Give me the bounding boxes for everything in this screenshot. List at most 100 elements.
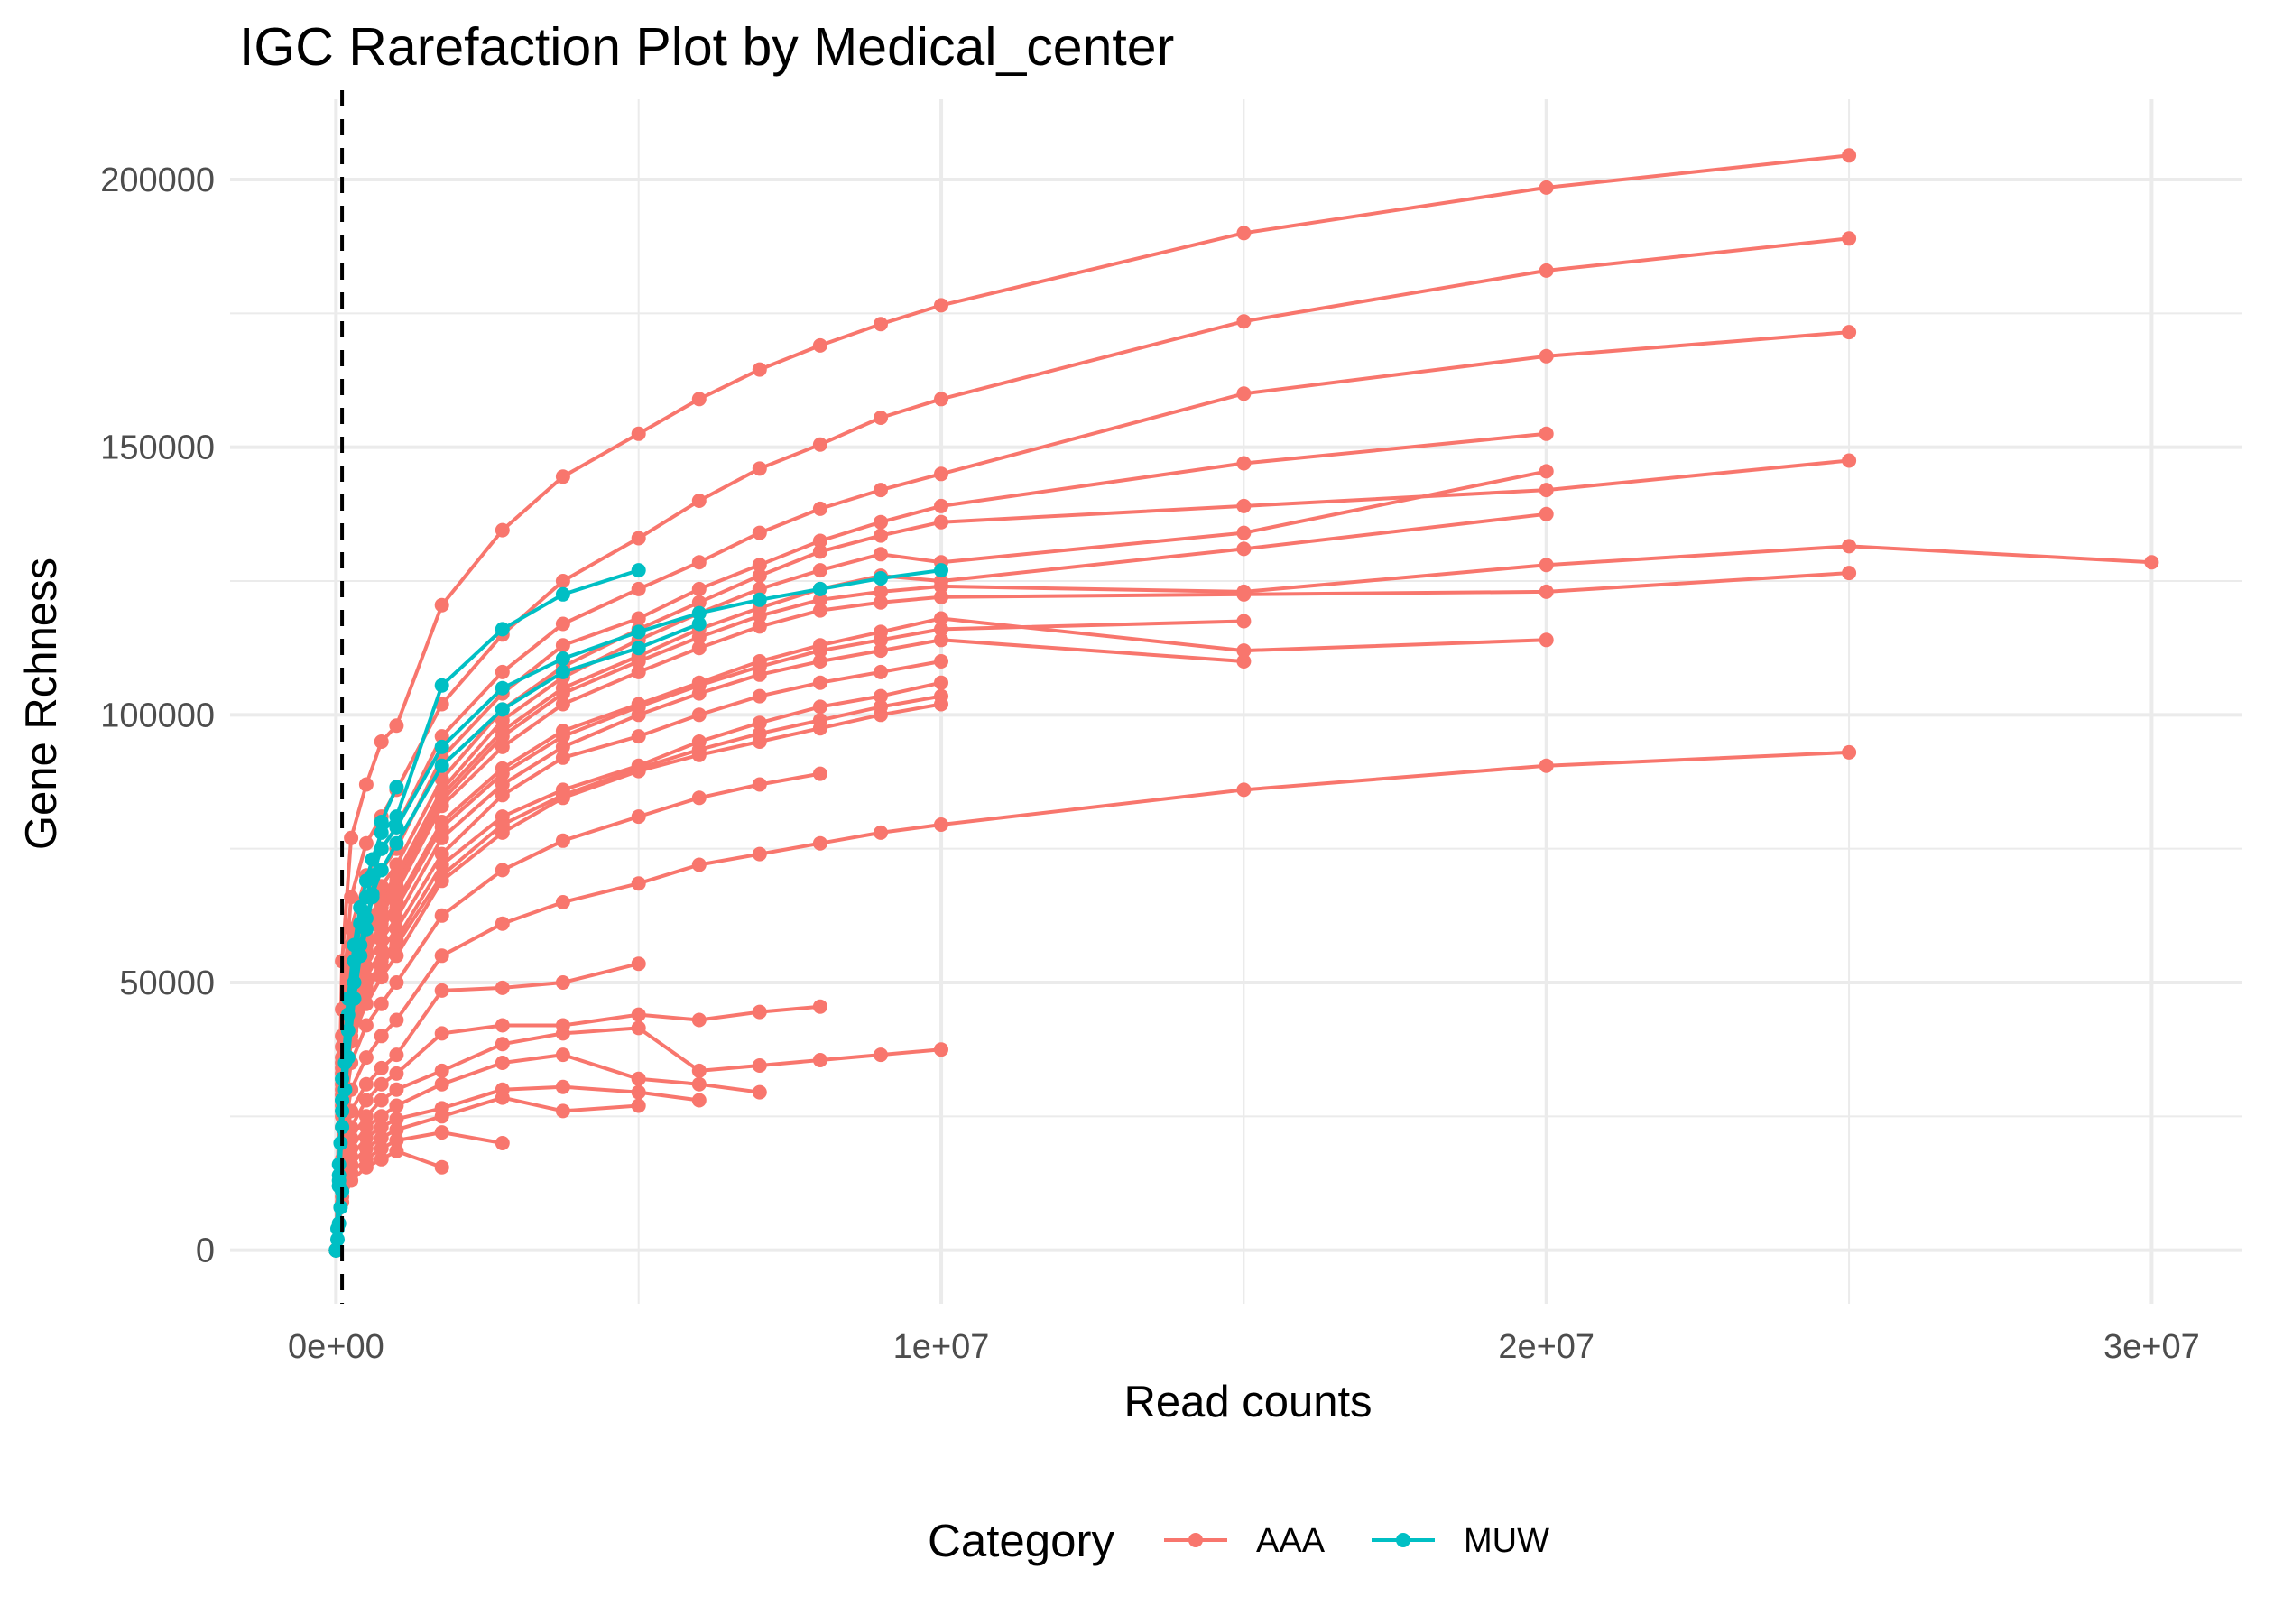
data-point (347, 991, 362, 1006)
series-line (334, 638, 1244, 1250)
data-point (555, 895, 570, 909)
data-point (495, 1090, 510, 1105)
data-point (631, 1084, 646, 1100)
data-point (752, 461, 767, 476)
x-axis-ticks: 0e+00 1e+07 2e+07 3e+07 (288, 1328, 2200, 1366)
data-point (495, 522, 510, 538)
data-point (812, 835, 827, 851)
data-point (555, 686, 570, 701)
data-point (812, 563, 827, 578)
data-point (691, 747, 707, 762)
data-point (752, 1004, 767, 1020)
legend: Category AAA MUW (928, 1515, 1549, 1566)
legend-label: MUW (1464, 1522, 1549, 1560)
data-point (555, 1026, 570, 1041)
data-point (752, 558, 767, 573)
data-point (1236, 498, 1252, 513)
data-point (874, 664, 888, 679)
data-point (874, 825, 888, 840)
data-point (389, 1082, 404, 1097)
data-point (812, 675, 827, 690)
data-point (374, 734, 389, 749)
data-point (434, 1026, 449, 1041)
data-point (1236, 226, 1252, 241)
data-point (358, 996, 374, 1011)
series-line (334, 236, 1850, 1250)
series-aaa (328, 148, 1857, 1258)
data-point (631, 729, 646, 744)
data-point (434, 758, 449, 773)
data-point (374, 1130, 389, 1146)
data-point (874, 547, 888, 562)
data-point (874, 528, 888, 543)
data-point (812, 603, 827, 618)
data-point (874, 483, 888, 498)
data-point (752, 1084, 767, 1100)
data-point (752, 592, 767, 607)
data-point (434, 908, 449, 923)
data-point (555, 1047, 570, 1063)
data-point (631, 809, 646, 825)
data-point (752, 1058, 767, 1073)
data-point (389, 975, 404, 990)
series-aaa (328, 453, 1857, 1258)
data-point (495, 777, 510, 792)
data-point (434, 1076, 449, 1092)
data-point (389, 1112, 404, 1127)
data-point (328, 1242, 344, 1258)
data-point (358, 777, 374, 792)
data-point (812, 643, 827, 659)
data-point (874, 584, 888, 599)
data-point (631, 664, 646, 679)
data-point (1539, 558, 1554, 573)
data-point (934, 1042, 948, 1057)
data-point (555, 574, 570, 588)
data-point (389, 1047, 404, 1063)
data-point (691, 1076, 707, 1092)
data-point (812, 654, 827, 669)
data-point (1539, 348, 1554, 364)
data-point (495, 739, 510, 754)
data-point (1539, 426, 1554, 441)
data-point (752, 581, 767, 596)
data-point (434, 739, 449, 754)
data-point (1539, 506, 1554, 521)
data-point (495, 729, 510, 744)
data-point (2144, 555, 2159, 570)
data-point (344, 830, 359, 845)
data-point (495, 766, 510, 781)
data-point (555, 729, 570, 744)
x-tick-label: 1e+07 (893, 1328, 990, 1366)
data-point (495, 664, 510, 679)
x-tick-label: 2e+07 (1498, 1328, 1595, 1366)
series-aaa (328, 697, 948, 1258)
data-point (389, 1066, 404, 1081)
data-point (495, 1056, 510, 1070)
y-tick-label: 50000 (119, 964, 215, 1002)
y-tick-label: 0 (196, 1232, 215, 1270)
data-point (555, 664, 570, 679)
data-point (495, 863, 510, 878)
data-point (495, 1037, 510, 1052)
series-muw (328, 1184, 350, 1258)
data-point (495, 713, 510, 728)
y-axis-ticks: 0 50000 100000 150000 200000 (100, 161, 215, 1270)
data-point (389, 1122, 404, 1138)
data-point (752, 715, 767, 731)
data-point (495, 702, 510, 717)
data-point (691, 605, 707, 621)
data-point (434, 729, 449, 744)
x-tick-label: 0e+00 (288, 1328, 384, 1366)
data-point (874, 643, 888, 659)
data-point (752, 608, 767, 623)
legend-key-point (1396, 1533, 1410, 1547)
data-point (1539, 263, 1554, 278)
data-point (358, 1093, 374, 1108)
data-point (389, 819, 404, 835)
data-point (812, 533, 827, 549)
data-point (691, 1093, 707, 1108)
data-point (691, 581, 707, 596)
data-point (631, 1007, 646, 1022)
data-point (691, 616, 707, 632)
data-point (691, 630, 707, 645)
